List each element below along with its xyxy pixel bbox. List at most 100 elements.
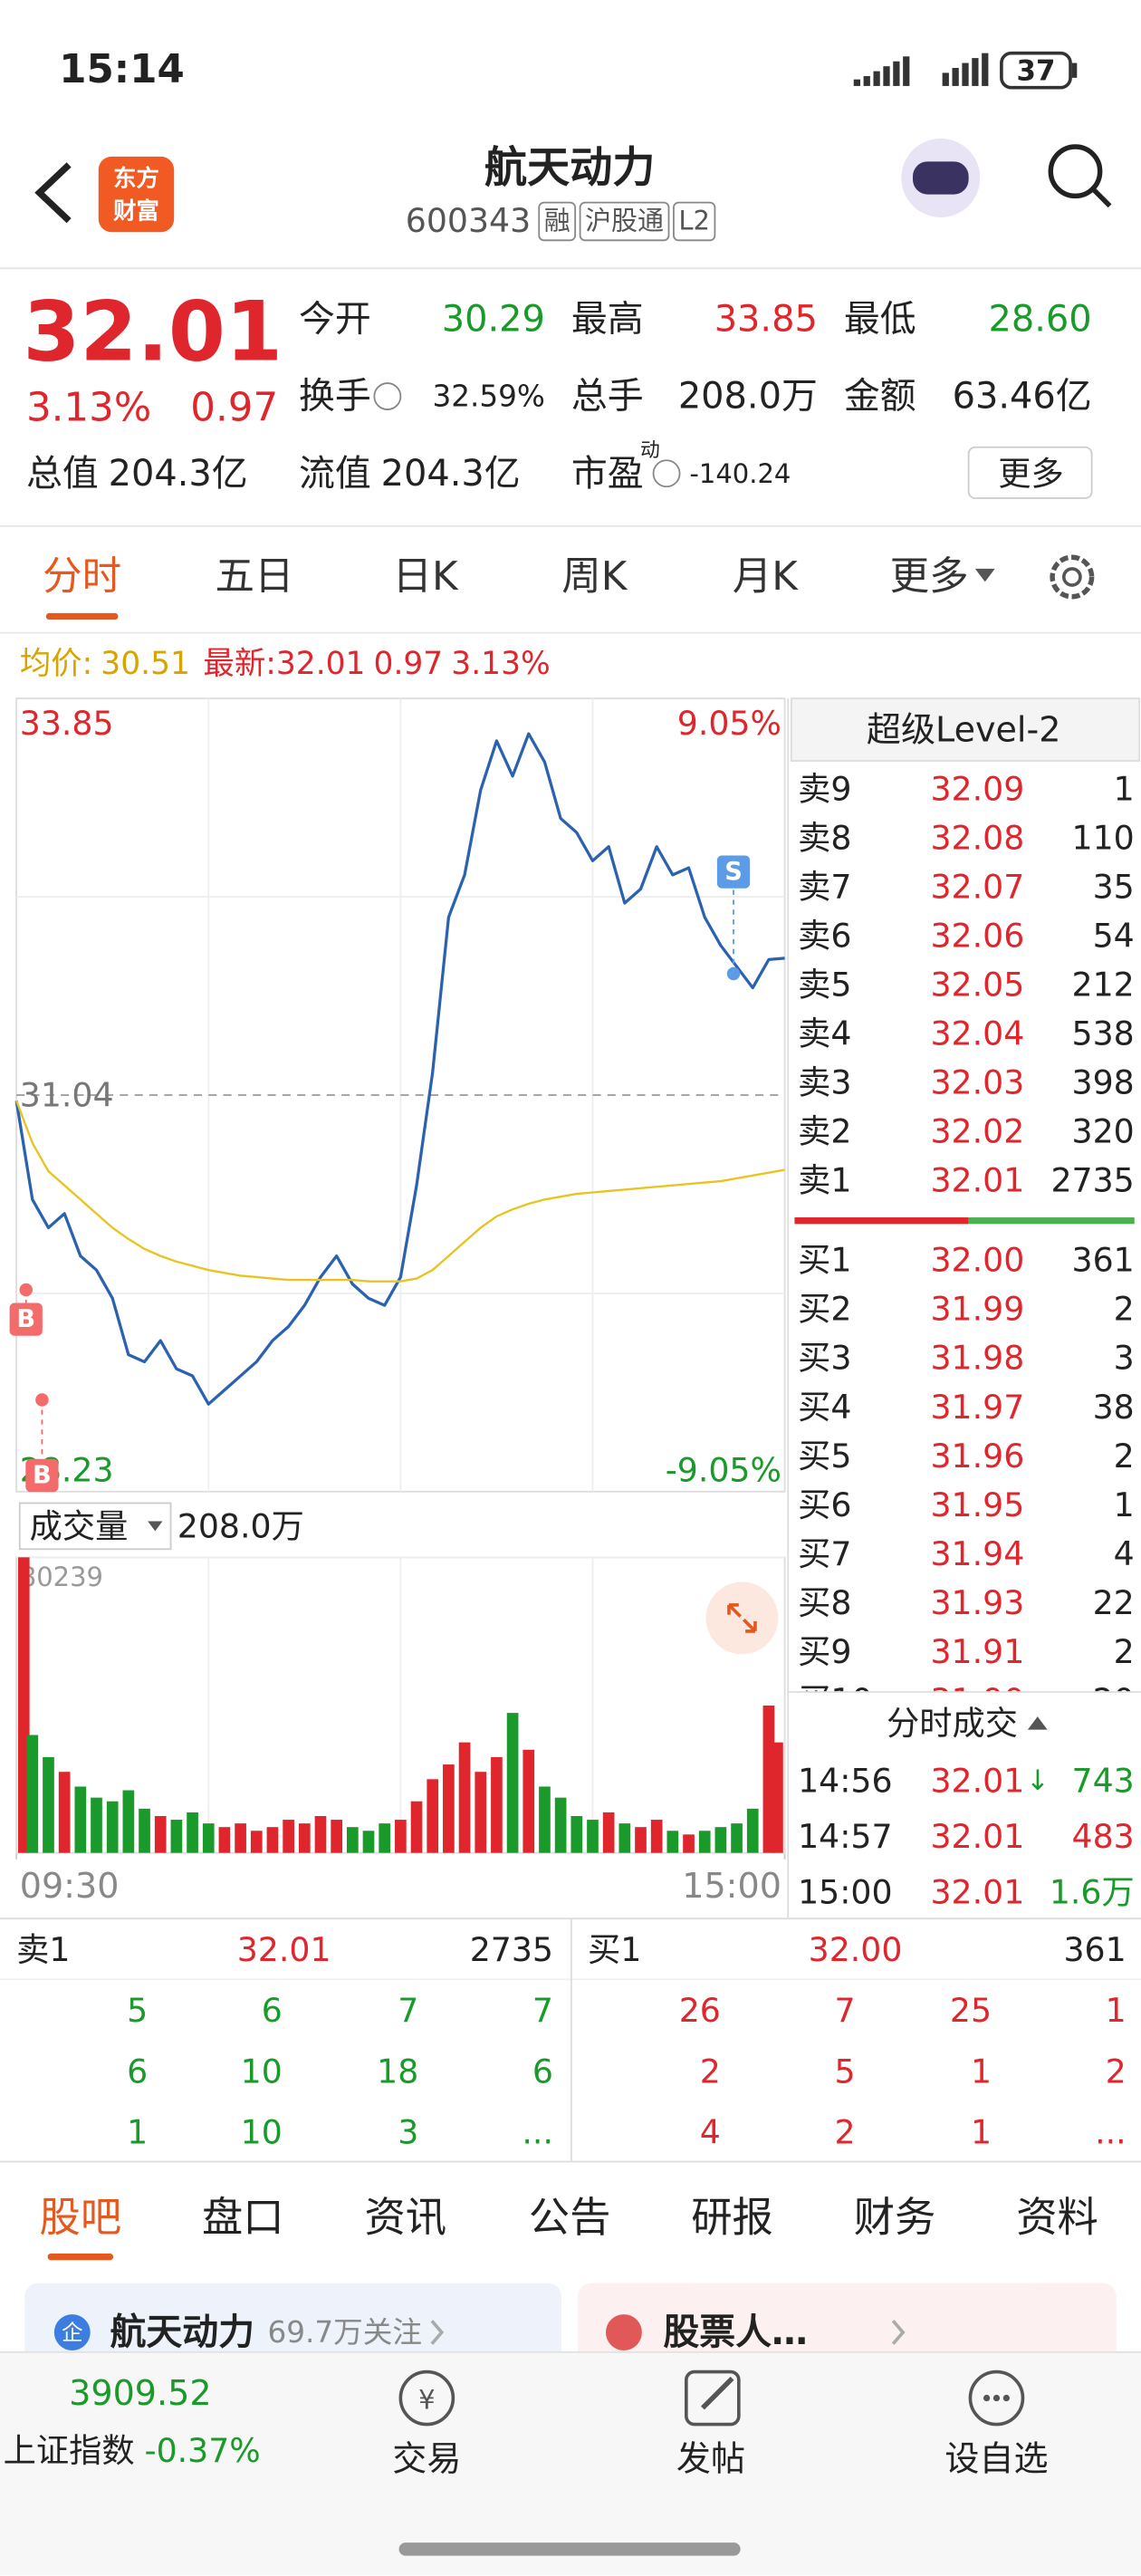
ask-label: 卖7: [798, 867, 851, 906]
ask-label: 卖8: [798, 818, 851, 857]
info-text: 0.97: [374, 646, 444, 682]
info-tab[interactable]: 研报: [691, 2194, 773, 2242]
volume-title[interactable]: 成交量: [30, 1506, 129, 1545]
community-card[interactable]: [578, 2283, 1117, 2369]
ask-price: 32.01: [930, 1161, 1024, 1200]
volume-bar: [602, 1812, 615, 1853]
expand-button[interactable]: [705, 1581, 779, 1655]
stat-value: 32.59%: [432, 380, 544, 414]
trades-title[interactable]: 分时成交: [887, 1704, 1018, 1743]
bid-price: 31.95: [930, 1485, 1024, 1524]
ask-volume: 110: [1072, 818, 1135, 857]
stat-value: 33.85: [714, 298, 818, 340]
volume-bar: [635, 1827, 647, 1853]
chart-tab[interactable]: 五日: [216, 554, 294, 600]
info-tab[interactable]: 财务: [854, 2194, 936, 2242]
bid-volume: 2: [1114, 1437, 1135, 1475]
ask-volume: 398: [1072, 1063, 1135, 1102]
bid-label: 买5: [798, 1437, 851, 1475]
settings-icon[interactable]: [1050, 554, 1095, 600]
trade-point: [19, 1283, 33, 1297]
trade-badge: [716, 855, 751, 889]
queue-order: 3: [398, 2112, 418, 2151]
bid-volume: 2: [1114, 1290, 1135, 1329]
ask-volume: 54: [1093, 916, 1135, 955]
search-icon[interactable]: [1048, 144, 1103, 199]
volume-bar: [475, 1772, 487, 1853]
back-button[interactable]: [34, 162, 72, 224]
tag-box: [673, 201, 716, 242]
info-text: 3.13%: [451, 646, 550, 682]
volume-bar: [266, 1827, 279, 1853]
bid-price: 31.96: [930, 1437, 1024, 1475]
volume-bar: [395, 1820, 407, 1853]
bid-book: 买1 32.00 361 买2 31.99 2 买3 31.98 3 买4 31.97 38 买5 31.…: [798, 1241, 1135, 1692]
index-value: 3909.52: [69, 2373, 211, 2413]
volume-selector[interactable]: [18, 1502, 172, 1551]
signal-bar: [942, 72, 949, 86]
trade-icon[interactable]: [398, 2369, 455, 2427]
queue-label: 买1: [588, 1930, 641, 1969]
stat-value: 208.0万: [678, 376, 818, 418]
queue-order: 7: [532, 1991, 553, 2030]
ask-label: 卖3: [798, 1063, 851, 1102]
volume-bar: [587, 1820, 599, 1853]
stock-tag: 沪股通: [585, 206, 664, 236]
trade-time: 14:56: [798, 1761, 892, 1800]
stat-label: 总值: [26, 453, 99, 495]
ask-label: 卖4: [798, 1014, 851, 1053]
chart-tab[interactable]: 周K: [561, 554, 628, 600]
volume-bar: [283, 1820, 294, 1853]
pressure-green: [968, 1217, 1135, 1225]
card-title: 航天动力: [110, 2312, 254, 2353]
info-tab[interactable]: 股吧: [40, 2194, 122, 2242]
signal-bar: [893, 61, 900, 86]
x-tick-label: 15:00: [682, 1866, 781, 1906]
chart-tab[interactable]: 月K: [733, 554, 799, 600]
nav-label[interactable]: 交易: [392, 2439, 461, 2479]
queue-order: 1: [127, 2112, 148, 2151]
chart-tab[interactable]: 更多: [890, 554, 969, 600]
dropdown-arrow: [148, 1521, 163, 1532]
ask-volume: 320: [1072, 1112, 1135, 1151]
y2-tick-label: 9.05%: [677, 704, 781, 743]
ask-label: 卖6: [798, 916, 851, 955]
nav-label[interactable]: 设自选: [944, 2439, 1048, 2479]
chart-tab[interactable]: 分时: [43, 554, 121, 600]
trade-time: 14:57: [798, 1817, 892, 1856]
watch-icon[interactable]: [968, 2369, 1025, 2427]
ask-volume: 538: [1072, 1014, 1135, 1053]
nav-label[interactable]: 发帖: [676, 2439, 745, 2479]
volume-bar: [491, 1756, 503, 1853]
trade-volume: 483: [1072, 1817, 1135, 1856]
more-button[interactable]: [967, 446, 1093, 499]
info-tab[interactable]: 资讯: [364, 2194, 446, 2242]
bid-label: 买7: [798, 1534, 851, 1573]
pressure-red: [794, 1217, 969, 1225]
volume-bar: [187, 1812, 198, 1853]
stat-label: 金额: [844, 376, 916, 418]
info-tab[interactable]: 盘口: [202, 2194, 284, 2242]
chart-tab[interactable]: 日K: [393, 554, 459, 600]
volume-bar: [666, 1831, 679, 1853]
volume-bar: [346, 1827, 359, 1853]
watch-dot: [992, 2394, 1001, 2402]
trade-volume: 1.6万: [1050, 1873, 1135, 1912]
bid-volume: 4: [1114, 1534, 1135, 1573]
signal-bar: [952, 67, 959, 86]
logo: [98, 156, 175, 233]
info-tab[interactable]: 公告: [529, 2194, 611, 2242]
queue-order: 18: [377, 2052, 418, 2091]
info-tab[interactable]: 资料: [1016, 2194, 1098, 2242]
more-label[interactable]: 更多: [998, 454, 1064, 493]
trade-point: [35, 1393, 49, 1407]
post-icon[interactable]: [685, 2369, 741, 2427]
bid-label: 买6: [798, 1485, 851, 1524]
bid-label: 买1: [798, 1241, 851, 1280]
stat-value: 204.3亿: [381, 453, 521, 495]
community-card[interactable]: [24, 2283, 562, 2369]
volume-bar: [427, 1779, 439, 1853]
status-time: 15:14: [59, 47, 184, 92]
y-tick-label: 33.85: [20, 704, 114, 743]
